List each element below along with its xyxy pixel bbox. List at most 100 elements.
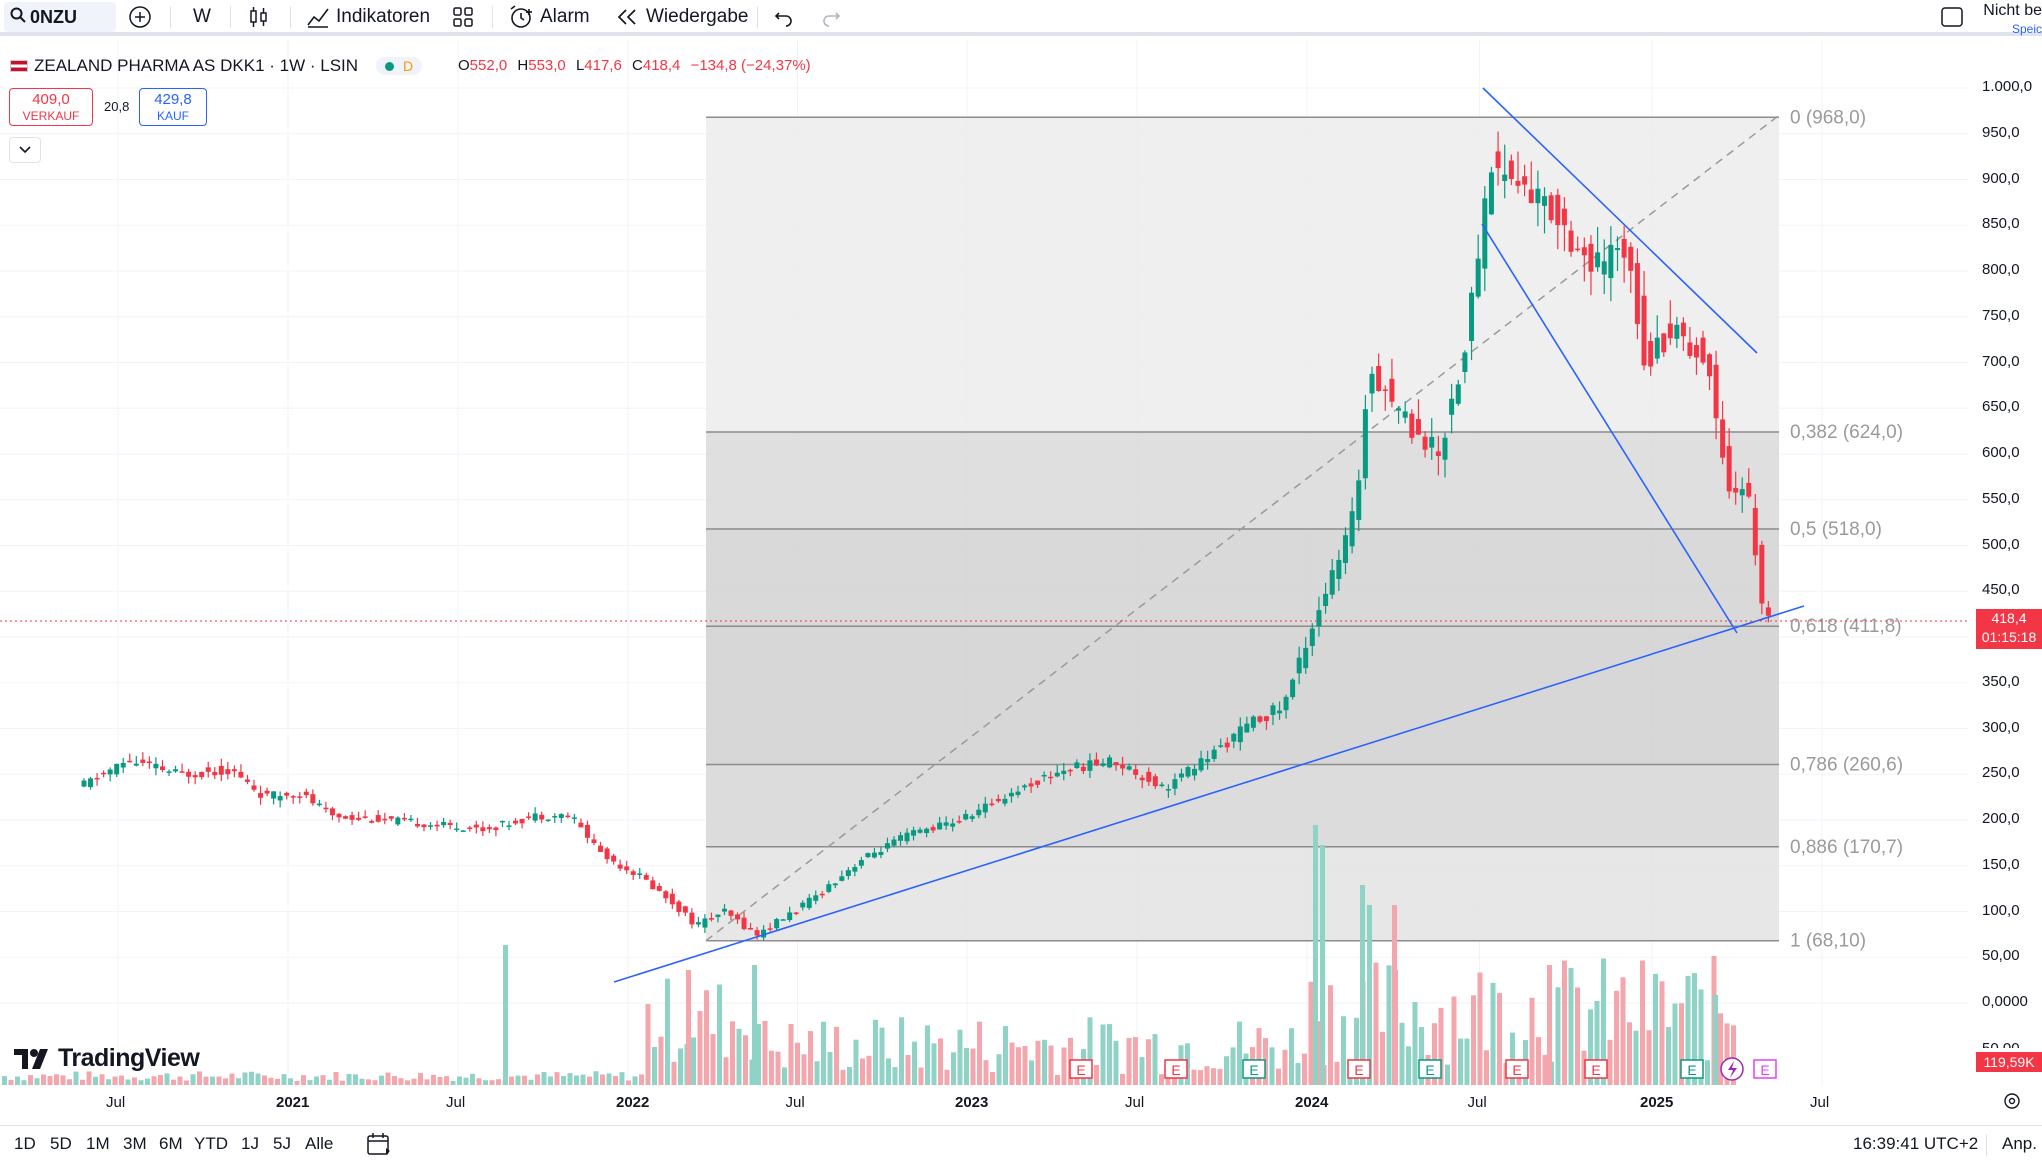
legend-collapse-button[interactable]: [9, 137, 41, 163]
close-value: 418,4: [642, 57, 681, 74]
timeframe-button[interactable]: 5J: [273, 1134, 291, 1153]
sell-button[interactable]: 409,0 VERKAUF: [9, 88, 93, 126]
symbol-legend: ZEALAND PHARMA AS DKK1 · 1W · LSIN D: [10, 56, 423, 76]
price-chart[interactable]: 0 (968,0) 0,382 (624,0) 0,5 (518,0) 0,618 (…: [0, 40, 2042, 1125]
volume-bar: [1594, 1000, 1600, 1085]
market-status-badge[interactable]: D: [376, 57, 423, 75]
alarm-button[interactable]: Alarm: [508, 0, 590, 34]
volume-bar: [515, 1075, 521, 1085]
volume-bar: [320, 1075, 326, 1085]
candle-body: [303, 791, 309, 796]
adjust-button[interactable]: Anp.: [2002, 1134, 2037, 1153]
volume-bar: [164, 1073, 170, 1085]
candle-body: [271, 791, 277, 799]
low-label: L: [575, 57, 585, 74]
volume-bar: [1464, 1038, 1470, 1085]
candle-body: [1595, 252, 1601, 268]
buy-button[interactable]: 429,8 KAUF: [139, 88, 207, 126]
candle-body: [545, 819, 551, 822]
timeframe-button[interactable]: 1M: [86, 1134, 110, 1153]
candle-body: [526, 816, 532, 818]
candle-body: [1415, 419, 1421, 435]
candle-body: [1120, 764, 1126, 769]
indicators-button[interactable]: Indikatoren: [306, 0, 430, 34]
candle-body: [1087, 760, 1093, 771]
volume-bar: [1633, 1030, 1639, 1085]
volume-bar: [983, 1060, 989, 1085]
support-trendline: [613, 605, 1805, 983]
redo-button[interactable]: [820, 0, 842, 34]
timeframe-button[interactable]: 1D: [14, 1134, 36, 1153]
volume-bar: [1009, 1042, 1015, 1085]
timeframe-button[interactable]: 3M: [123, 1134, 147, 1153]
volume-bar: [1133, 1037, 1138, 1085]
candle-body: [1601, 261, 1607, 275]
volume-bar: [1386, 965, 1392, 1085]
timeframe-button[interactable]: Alle: [305, 1134, 334, 1153]
volume-bar: [21, 1080, 27, 1085]
volume-bar: [1588, 1009, 1593, 1085]
date-range-button[interactable]: [366, 1132, 392, 1161]
candle-body: [1561, 208, 1567, 226]
candle-body: [1336, 559, 1342, 579]
candle-body: [650, 880, 656, 890]
volume-bar: [1139, 1057, 1145, 1085]
candle-body: [388, 816, 394, 819]
volume-bar: [1100, 1024, 1106, 1085]
volume-bar: [424, 1079, 430, 1085]
volume-bar: [314, 1076, 319, 1085]
candle-body: [800, 902, 806, 908]
symbol-search[interactable]: 0NZU: [4, 2, 116, 32]
candle-body: [1588, 243, 1594, 272]
volume-bar: [665, 978, 670, 1085]
candle-body: [552, 816, 558, 818]
candle-body: [845, 870, 851, 877]
volume-bar: [1256, 1028, 1262, 1085]
open-label: O: [458, 57, 470, 74]
interval-button[interactable]: W: [193, 6, 211, 27]
settings-icon[interactable]: [2003, 1092, 2021, 1115]
trend-lines[interactable]: [0, 87, 1968, 983]
candle-body: [1159, 784, 1165, 787]
candle-body: [930, 827, 936, 831]
replay-button[interactable]: Wiedergabe: [616, 0, 748, 34]
price-tick-label: 500,0: [1982, 535, 2020, 553]
tradingview-logo[interactable]: TradingView: [14, 1044, 200, 1073]
price-tick-label: 0,0000: [1982, 993, 2028, 1010]
account-status[interactable]: Nicht be Speic: [1983, 2, 2042, 38]
chart-type-button[interactable]: [248, 0, 270, 34]
earnings-marker-label: E: [1687, 1062, 1696, 1078]
candle-body: [1263, 716, 1269, 722]
timeframe-button[interactable]: 5D: [50, 1134, 72, 1153]
volume-bar: [431, 1074, 436, 1085]
timeframe-button[interactable]: 6M: [159, 1134, 183, 1153]
volume-bar: [925, 1025, 930, 1085]
clock-timezone[interactable]: 16:39:41 UTC+2: [1853, 1134, 1979, 1153]
fib-retracement[interactable]: 0 (968,0) 0,382 (624,0) 0,5 (518,0) 0,618 (…: [705, 107, 1903, 952]
timeframe-button[interactable]: YTD: [194, 1134, 228, 1153]
volume-bar: [795, 1042, 800, 1085]
volume-bar: [203, 1076, 209, 1085]
volume-bar: [548, 1076, 553, 1085]
fullscreen-button[interactable]: [1940, 0, 1964, 34]
timeframe-button[interactable]: 1J: [241, 1134, 259, 1153]
candle-body: [663, 891, 669, 899]
volume-bar: [372, 1080, 378, 1085]
layouts-button[interactable]: [452, 0, 474, 34]
sell-price: 409,0: [32, 91, 70, 108]
volume-bar: [112, 1076, 118, 1085]
volume-bar: [340, 1080, 345, 1085]
volume-bar: [580, 1074, 586, 1085]
symbol-title[interactable]: ZEALAND PHARMA AS DKK1 · 1W · LSIN: [34, 56, 359, 75]
volume-bar: [1477, 972, 1483, 1085]
candle-body: [793, 912, 799, 914]
volume-bar: [470, 1073, 475, 1085]
undo-button[interactable]: [773, 0, 795, 34]
price-tick-label: 250,0: [1982, 764, 2020, 782]
candle-body: [1759, 544, 1765, 604]
earnings-marker-shape: [1069, 1059, 1093, 1079]
add-symbol-button[interactable]: [128, 0, 152, 34]
volume-bar: [1295, 1062, 1301, 1085]
price-tick-label: 650,0: [1982, 398, 2020, 416]
